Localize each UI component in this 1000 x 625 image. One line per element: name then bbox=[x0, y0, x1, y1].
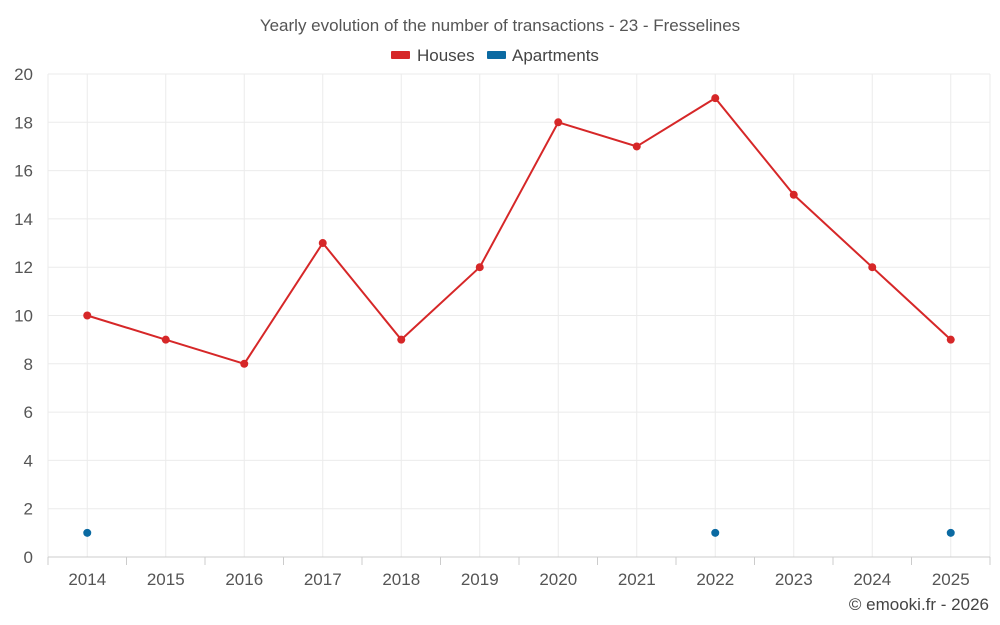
data-point-houses-2022[interactable] bbox=[711, 94, 720, 103]
data-point-apartments-2022[interactable] bbox=[711, 528, 720, 537]
data-point-houses-2018[interactable] bbox=[397, 335, 406, 344]
series bbox=[83, 94, 955, 537]
data-point-houses-2021[interactable] bbox=[632, 142, 641, 151]
data-point-houses-2020[interactable] bbox=[554, 118, 563, 127]
x-tick-label-2015: 2015 bbox=[147, 570, 185, 589]
y-tick-label: 2 bbox=[24, 500, 33, 519]
y-tick-label: 18 bbox=[14, 113, 33, 132]
legend-swatch-houses bbox=[391, 51, 410, 59]
credit-text: © emooki.fr - 2026 bbox=[849, 595, 989, 614]
legend-item-apartments[interactable]: Apartments bbox=[487, 46, 599, 65]
x-tick-label-2020: 2020 bbox=[539, 570, 577, 589]
data-point-houses-2016[interactable] bbox=[240, 359, 249, 368]
y-tick-label: 16 bbox=[14, 162, 33, 181]
axes: 0 2 4 6 8 10 12 14 16 18 20 2014 2015 2016 2017 2018 201… bbox=[14, 65, 991, 589]
data-point-houses-2015[interactable] bbox=[161, 335, 170, 344]
data-point-apartments-2014[interactable] bbox=[83, 528, 92, 537]
y-tick-label: 20 bbox=[14, 65, 33, 84]
x-tick-label-2023: 2023 bbox=[775, 570, 813, 589]
data-point-houses-2024[interactable] bbox=[868, 263, 877, 272]
y-tick-label: 12 bbox=[14, 258, 33, 277]
data-point-houses-2019[interactable] bbox=[475, 263, 484, 272]
data-point-apartments-2025[interactable] bbox=[946, 528, 955, 537]
y-tick-label: 0 bbox=[24, 548, 33, 567]
x-tick-label-2021: 2021 bbox=[618, 570, 656, 589]
y-tick-label: 10 bbox=[14, 307, 33, 326]
x-tick-label-2022: 2022 bbox=[696, 570, 734, 589]
chart-title: Yearly evolution of the number of transa… bbox=[260, 16, 740, 35]
y-tick-label: 14 bbox=[14, 210, 33, 229]
legend-label-houses: Houses bbox=[417, 46, 475, 65]
x-tick-label-2018: 2018 bbox=[382, 570, 420, 589]
x-tick-label-2017: 2017 bbox=[304, 570, 342, 589]
x-tick-label-2019: 2019 bbox=[461, 570, 499, 589]
x-tick-label-2016: 2016 bbox=[225, 570, 263, 589]
x-tick-label-2024: 2024 bbox=[853, 570, 891, 589]
data-point-houses-2017[interactable] bbox=[318, 239, 327, 248]
grid bbox=[47, 73, 991, 557]
data-point-houses-2014[interactable] bbox=[83, 311, 92, 320]
legend: Houses Apartments bbox=[391, 46, 599, 65]
data-point-houses-2025[interactable] bbox=[946, 335, 955, 344]
y-tick-label: 6 bbox=[24, 403, 33, 422]
series-line-houses bbox=[86, 97, 952, 365]
legend-item-houses[interactable]: Houses bbox=[391, 46, 475, 65]
legend-swatch-apartments bbox=[487, 51, 506, 59]
y-tick-label: 8 bbox=[24, 355, 33, 374]
x-tick-label-2025: 2025 bbox=[932, 570, 970, 589]
legend-label-apartments: Apartments bbox=[512, 46, 599, 65]
x-tick-label-2014: 2014 bbox=[68, 570, 106, 589]
y-tick-label: 4 bbox=[24, 451, 33, 470]
data-point-houses-2023[interactable] bbox=[789, 190, 798, 199]
